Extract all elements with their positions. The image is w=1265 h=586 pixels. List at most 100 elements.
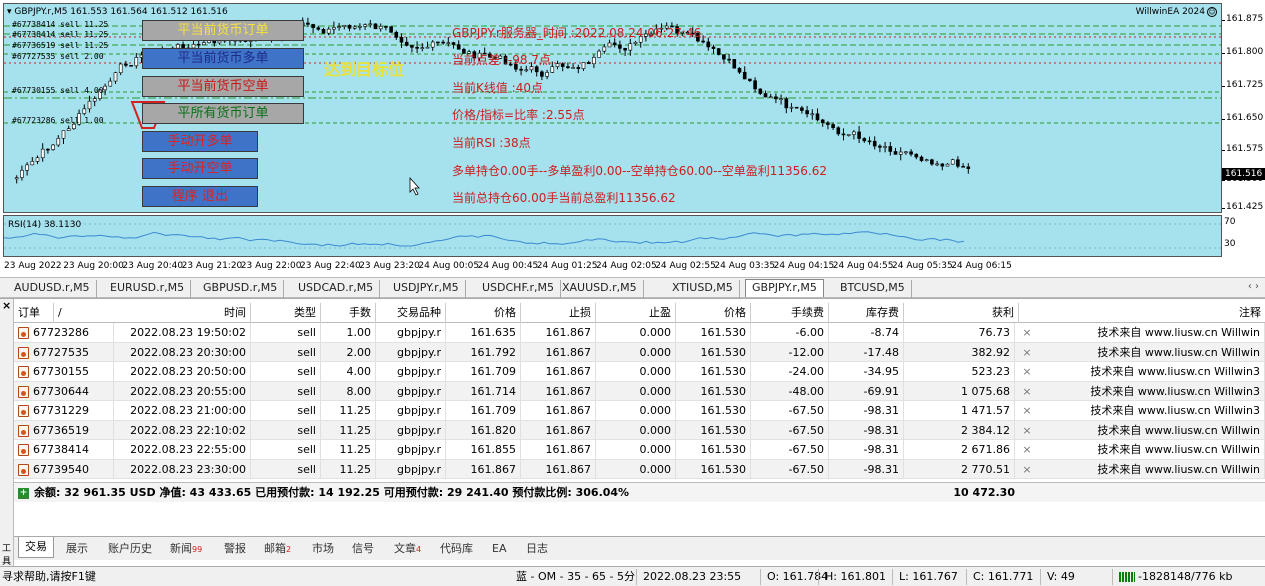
candle-body [425, 46, 430, 49]
col-price[interactable]: 价格 [446, 303, 521, 323]
close-order-icon[interactable]: × [1022, 443, 1032, 456]
table-row[interactable]: 67736519 2022.08.23 22:10:02 sell 11.25 gbpj… [14, 420, 1265, 440]
close-order-icon[interactable]: × [1022, 462, 1032, 476]
order-type-cell: sell [251, 420, 321, 440]
col-swap[interactable]: 库存费 [829, 303, 904, 323]
current-price-cell: 161.530 [676, 440, 751, 459]
table-row[interactable]: 67731229 2022.08.23 21:00:00 sell 11.25 gbpj… [14, 401, 1265, 421]
candle-body [810, 113, 815, 116]
toolbox-tab-label: 日志 [526, 542, 548, 555]
close-order-icon[interactable]: × [1022, 365, 1032, 378]
table-row[interactable]: 67723286 2022.08.23 19:50:02 sell 1.00 gbpjp… [14, 323, 1265, 343]
col-commission[interactable]: 手续费 [751, 303, 829, 323]
col-volume[interactable]: 手数 [321, 303, 376, 323]
symbol-tab[interactable]: GBPUSD.r,M5 [197, 280, 285, 298]
col-sort-indicator[interactable]: / [58, 306, 62, 319]
price-chart[interactable]: GBPJPY.r,M5 161.553 161.564 161.512 161.… [3, 3, 1222, 213]
symbol-tab[interactable]: EURUSD.r,M5 [104, 280, 192, 298]
order-tag[interactable]: #67727535 sell 2.00 [12, 52, 104, 61]
open-time-cell: 2022.08.23 20:55:00 [114, 381, 251, 401]
order-tag[interactable]: #67730155 sell 4.00 [12, 86, 104, 95]
order-tag[interactable]: #67738414 sell 11.25 [12, 30, 109, 39]
toolbox-tab[interactable]: 展示 [60, 541, 94, 559]
symbol-tab[interactable]: XTIUSD,M5 [666, 280, 740, 298]
symbol-tab[interactable]: USDCHF.r,M5 [476, 280, 562, 298]
toolbox-tab[interactable]: 日志 [520, 541, 554, 559]
close-order-icon[interactable]: × [1022, 326, 1032, 339]
order-tag[interactable]: #67723286 sell 1.00 [12, 116, 104, 125]
candle-body [20, 169, 24, 178]
symbol-tab[interactable]: XAUUSD.r,M5 [556, 280, 644, 298]
close-current-sell-button[interactable]: 平当前货币空单 [142, 76, 304, 97]
chart-symbol-tabs: ‹ › AUDUSD.r,M5 EURUSD.r,M5 GBPUSD.r,M5 USD… [0, 277, 1265, 298]
candle-body [508, 63, 513, 66]
col-profit[interactable]: 获利 [904, 303, 1019, 323]
col-sl[interactable]: 止损 [521, 303, 596, 323]
price-axis[interactable]: 161.875 161.800 161.725 161.650 161.575 161.5… [1221, 3, 1265, 213]
price-tick: 161.575 [1221, 144, 1264, 154]
candle-body [373, 23, 378, 30]
candle-body [202, 42, 206, 46]
table-row[interactable]: 67730155 2022.08.23 20:50:00 sell 4.00 gbpjp… [14, 362, 1265, 382]
close-icon[interactable]: × [2, 299, 12, 312]
toolbox-tab[interactable]: 代码库 [434, 541, 479, 559]
order-tag[interactable]: #67736519 sell 11.25 [12, 41, 109, 50]
profile-status[interactable]: 蓝 - OM - 35 - 65 - 5分 [516, 570, 635, 583]
candle-body [56, 137, 61, 146]
close-current-orders-button[interactable]: 平当前货币订单 [142, 20, 304, 41]
col-comment[interactable]: 注释 [1239, 306, 1261, 319]
close-current-buy-button[interactable]: 平当前货币多单 [142, 48, 304, 69]
toolbox-terminal: × 工具箱 订单 / 时间 类型 手数 交易品种 价格 止损 止盈 价格 手续费… [0, 298, 1265, 580]
candle-body [316, 27, 321, 30]
commission-cell: -6.00 [751, 323, 829, 342]
candle-body [352, 26, 357, 29]
order-tag[interactable]: #67738414 sell 11.25 [12, 20, 109, 29]
close-all-orders-button[interactable]: 平所有货币订单 [142, 103, 304, 124]
candle-body [914, 153, 919, 158]
chart-window[interactable]: GBPJPY.r,M5 161.553 161.564 161.512 161.… [0, 0, 1265, 277]
col-current-price[interactable]: 价格 [676, 303, 751, 323]
symbol-tab[interactable]: BTCUSD,M5 [834, 280, 912, 298]
rsi-indicator-panel[interactable]: RSI(14) 38.1130 [3, 215, 1222, 257]
close-order-icon[interactable]: × [1022, 345, 1032, 359]
table-row[interactable]: 67727535 2022.08.23 20:30:00 sell 2.00 gbpjp… [14, 342, 1265, 362]
exit-program-button[interactable]: 程序 退出 [142, 186, 258, 207]
symbol-tab[interactable]: GBPJPY.r,M5 [745, 279, 824, 297]
tab-scroll-arrows[interactable]: ‹ › [1247, 281, 1259, 292]
symbol-tab[interactable]: USDJPY.r,M5 [387, 280, 466, 298]
manual-open-buy-button[interactable]: 手动开多单 [142, 131, 258, 152]
time-axis[interactable]: 23 Aug 2022 23 Aug 20:00 23 Aug 20:40 23 Au… [3, 258, 1222, 276]
candle-body [87, 100, 92, 110]
toolbox-tab[interactable]: 账户历史 [102, 541, 158, 559]
manual-open-sell-button[interactable]: 手动开空单 [142, 158, 258, 179]
connection-status[interactable]: -1828148/776 kb [1112, 569, 1233, 585]
balance-row[interactable]: + 余额: 32 961.35 USD 净值: 43 433.65 已用预付款:… [14, 482, 1265, 502]
toolbox-tab[interactable]: 邮箱2 [258, 541, 297, 559]
symbol-tab[interactable]: USDCAD.r,M5 [292, 280, 381, 298]
candle-body [555, 63, 560, 68]
col-symbol[interactable]: 交易品种 [376, 303, 446, 323]
table-row[interactable]: 67730644 2022.08.23 20:55:00 sell 8.00 gbpjp… [14, 381, 1265, 401]
toolbox-tab[interactable]: 新闻99 [164, 541, 208, 559]
col-order[interactable]: 订单 [14, 303, 54, 323]
col-type[interactable]: 类型 [251, 303, 321, 323]
col-tp[interactable]: 止盈 [596, 303, 676, 323]
candle-body [61, 130, 66, 139]
toolbox-tab[interactable]: 市场 [306, 541, 340, 559]
col-time[interactable]: 时间 [114, 303, 251, 323]
close-order-icon[interactable]: × [1022, 384, 1032, 398]
table-row[interactable]: 67738414 2022.08.23 22:55:00 sell 11.25 gbpj… [14, 440, 1265, 460]
profit-cell: 2 671.86 [904, 440, 1015, 459]
close-order-icon[interactable]: × [1022, 423, 1032, 437]
order-id-cell: 67731229 [14, 401, 114, 420]
candle-body [46, 148, 50, 151]
close-order-icon[interactable]: × [1022, 404, 1032, 417]
toolbox-tab[interactable]: 警报 [218, 541, 252, 559]
toolbox-tab[interactable]: 文章4 [388, 541, 427, 559]
symbol-tab[interactable]: AUDUSD.r,M5 [8, 280, 97, 298]
toolbox-tab[interactable]: EA [486, 541, 512, 559]
toolbox-tab[interactable]: 交易 [18, 537, 54, 558]
table-row[interactable]: 67739540 2022.08.23 23:30:00 sell 11.25 gbpj… [14, 459, 1265, 479]
expand-icon[interactable]: + [18, 488, 29, 499]
toolbox-tab[interactable]: 信号 [346, 541, 380, 559]
